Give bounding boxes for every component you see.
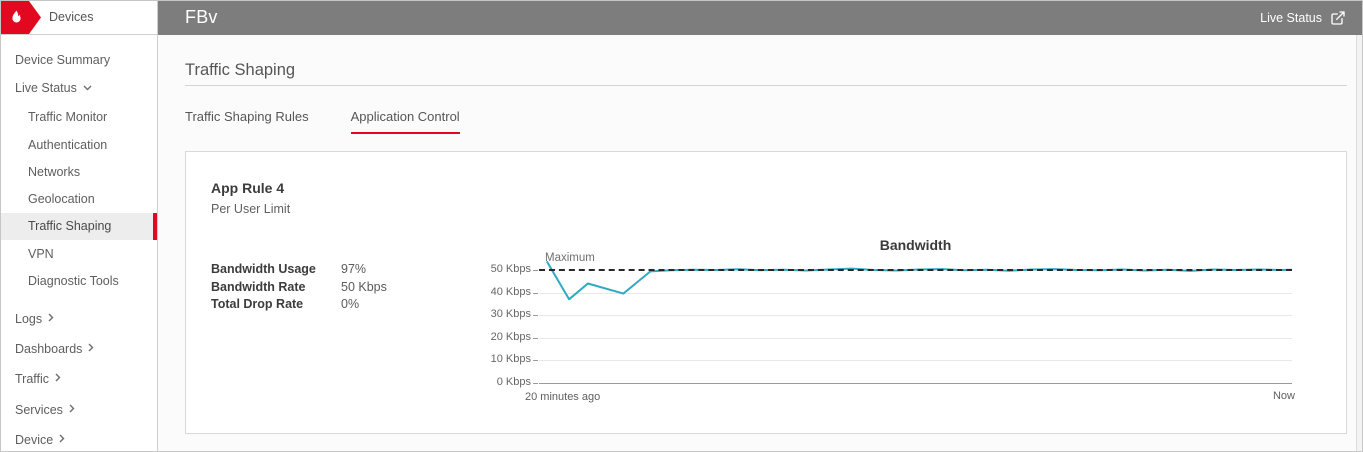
sidebar-item-device[interactable]: Device	[1, 427, 157, 451]
y-axis-tick-label: 40 Kbps	[490, 285, 531, 298]
sidebar-item-label: Networks	[28, 165, 81, 179]
y-axis-tick-mark	[533, 292, 538, 294]
sidebar-item-traffic-monitor[interactable]: Traffic Monitor	[1, 104, 157, 131]
title-divider	[185, 85, 1347, 86]
y-axis-tick-mark	[533, 270, 538, 271]
gridline	[539, 315, 1292, 316]
page-title: Traffic Shaping	[185, 61, 296, 79]
y-axis-tick-mark	[533, 337, 538, 339]
x-axis-start-label: 20 minutes ago	[525, 391, 601, 403]
sidebar-item-authentication[interactable]: Authentication	[1, 132, 157, 159]
sidebar-item-diagnostic-tools[interactable]: Diagnostic Tools	[1, 268, 157, 295]
gridline	[539, 292, 1292, 294]
y-axis-tick-mark	[533, 360, 538, 361]
stat-value: 50 Kbps	[341, 279, 387, 294]
sidebar-item-label: VPN	[28, 247, 54, 261]
chart-title: Bandwidth	[879, 237, 952, 253]
scrollbar-track[interactable]	[1356, 35, 1362, 451]
sidebar-title: Devices	[49, 10, 94, 24]
bandwidth-chart	[546, 261, 1292, 301]
app-rule-subtitle: Per User Limit	[211, 202, 291, 216]
sidebar-item-services[interactable]: Services	[1, 397, 157, 424]
y-axis-tick-label: 30 Kbps	[490, 308, 531, 320]
tab-bar: Traffic Shaping Rules Application Control	[185, 110, 460, 134]
x-axis-end-label: Now	[1272, 390, 1295, 402]
chevron-right-icon	[59, 434, 65, 443]
top-header: FBv Live Status	[158, 1, 1362, 35]
sidebar-item-label: Device	[15, 433, 54, 447]
device-title: FBv	[185, 7, 218, 27]
stat-label: Total Drop Rate	[211, 297, 304, 311]
sidebar-item-traffic[interactable]: Traffic	[1, 366, 157, 393]
stat-value: 0%	[341, 297, 360, 311]
sidebar-item-label: Authentication	[28, 138, 108, 152]
sidebar-item-traffic-shaping[interactable]: Traffic Shaping	[1, 213, 157, 240]
sidebar-item-label: Traffic	[15, 372, 50, 386]
stat-label: Bandwidth Rate	[211, 279, 306, 294]
tab-application-control[interactable]: Application Control	[350, 110, 460, 134]
stats-list: Bandwidth Usage 97% Bandwidth Rate 50 Kbps T…	[211, 261, 387, 314]
sidebar-header: Devices	[1, 1, 157, 35]
sidebar-item-dashboards[interactable]: Dashboards	[1, 336, 157, 363]
gridline	[539, 337, 1292, 339]
external-link-icon	[1331, 11, 1345, 25]
x-axis-line	[539, 382, 1292, 384]
sidebar-item-label: Diagnostic Tools	[28, 274, 119, 288]
y-axis-tick-mark	[533, 382, 538, 384]
sidebar-item-label: Dashboards	[15, 342, 83, 356]
sidebar-item-label: Services	[15, 403, 63, 417]
sidebar-item-label: Traffic Shaping	[28, 219, 112, 233]
tab-traffic-shaping-rules[interactable]: Traffic Shaping Rules	[185, 109, 309, 124]
app-rule-title: App Rule 4	[211, 180, 285, 196]
sidebar-item-label: Geolocation	[28, 192, 95, 206]
maximum-label: Maximum	[545, 252, 595, 264]
maximum-line	[539, 269, 1292, 271]
bandwidth-line	[546, 261, 1292, 301]
y-axis-tick-label: 50 Kbps	[490, 263, 531, 275]
flame-icon	[12, 10, 21, 23]
stat-row-bandwidth-usage: Bandwidth Usage 97%	[211, 261, 387, 279]
y-axis-tick-label: 20 Kbps	[490, 330, 531, 343]
sidebar-item-label: Traffic Monitor	[28, 110, 108, 124]
brand-flame-badge[interactable]	[1, 1, 41, 34]
live-status-label: Live Status	[1260, 11, 1322, 25]
sidebar-item-label: Device Summary	[15, 53, 111, 67]
chevron-right-icon	[55, 373, 61, 382]
app-rule-card: App Rule 4 Per User Limit Bandwidth Usag…	[185, 151, 1347, 434]
y-axis-tick-mark	[533, 315, 538, 316]
sidebar: Devices Device Summary Live Status Traffic…	[1, 1, 158, 451]
gridline	[539, 360, 1292, 361]
chevron-down-icon	[83, 85, 92, 91]
sidebar-item-networks[interactable]: Networks	[1, 159, 157, 186]
sidebar-item-label: Logs	[15, 312, 43, 326]
chevron-right-icon	[88, 343, 94, 352]
sidebar-item-vpn[interactable]: VPN	[1, 241, 157, 268]
stat-label: Bandwidth Usage	[211, 262, 316, 276]
live-status-link[interactable]: Live Status	[1260, 1, 1346, 35]
sidebar-item-device-summary[interactable]: Device Summary	[1, 47, 157, 74]
stat-row-total-drop-rate: Total Drop Rate 0%	[211, 296, 387, 314]
chevron-right-icon	[69, 404, 75, 413]
sidebar-item-geolocation[interactable]: Geolocation	[1, 186, 157, 213]
chevron-right-icon	[48, 313, 54, 322]
sidebar-item-label: Live Status	[15, 81, 77, 95]
stat-row-bandwidth-rate: Bandwidth Rate 50 Kbps	[211, 279, 387, 297]
stat-value: 97%	[341, 262, 367, 276]
y-axis-tick-label: 10 Kbps	[490, 353, 531, 365]
sidebar-item-live-status[interactable]: Live Status	[1, 75, 157, 102]
sidebar-item-logs[interactable]: Logs	[1, 306, 157, 333]
y-axis-tick-label: 0 Kbps	[496, 375, 531, 388]
